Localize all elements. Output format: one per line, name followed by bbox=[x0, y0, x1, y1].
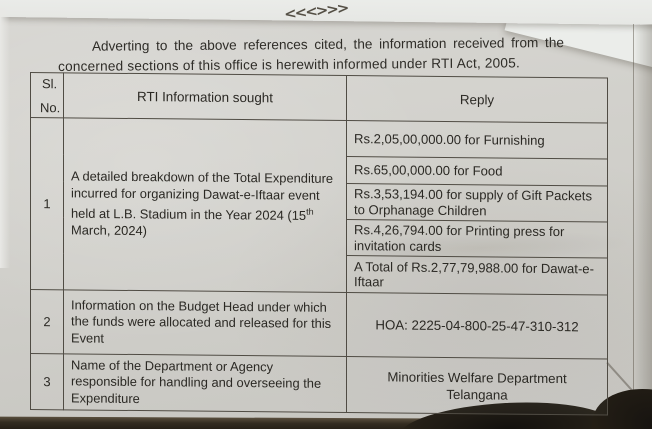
row2-number: 2 bbox=[30, 289, 64, 354]
header-sl-no: Sl. No. bbox=[30, 72, 64, 118]
header-sl-line1: Sl. bbox=[42, 75, 58, 91]
row3-question: Name of the Department or Agency respons… bbox=[63, 353, 347, 413]
row3-number: 3 bbox=[30, 353, 64, 410]
row1-number: 1 bbox=[30, 117, 64, 290]
paper-edge-right-shade bbox=[633, 24, 652, 429]
row1-reply-gift-packets: Rs.3,53,194.00 for supply of Gift Packet… bbox=[346, 183, 608, 223]
row3-reply-line1: Minorities Welfare Department bbox=[387, 368, 567, 386]
row1-question-ordinal: th bbox=[306, 206, 314, 218]
table-row: 1 A detailed breakdown of the Total Expe… bbox=[30, 117, 608, 293]
row3-reply-department: Minorities Welfare Department Telangana bbox=[346, 356, 608, 416]
row2-reply-hoa: HOA: 2225-04-800-25-47-310-312 bbox=[346, 292, 608, 360]
row1-reply-total: A Total of Rs.2,77,79,988.00 for Dawat-e… bbox=[346, 255, 608, 296]
table-row: 3 Name of the Department or Agency respo… bbox=[30, 353, 608, 416]
row3-reply-line2: Telangana bbox=[446, 386, 508, 403]
table-row: 2 Information on the Budget Head under w… bbox=[30, 289, 608, 360]
rti-table: Sl. No. RTI Information sought Reply 1 A… bbox=[30, 72, 608, 416]
row1-question-text: A detailed breakdown of the Total Expend… bbox=[71, 168, 334, 224]
intro-paragraph: Adverting to the above references cited,… bbox=[58, 33, 564, 77]
table-header-row: Sl. No. RTI Information sought Reply bbox=[30, 72, 608, 124]
header-sl-line2: No. bbox=[40, 99, 61, 115]
header-rti-information-sought: RTI Information sought bbox=[63, 72, 347, 121]
row1-question-text-end: March, 2024) bbox=[71, 222, 147, 239]
row1-question: A detailed breakdown of the Total Expend… bbox=[63, 117, 347, 293]
header-reply: Reply bbox=[346, 75, 608, 124]
paper-edge-left-highlight bbox=[0, 8, 10, 268]
row2-question: Information on the Budget Head under whi… bbox=[63, 289, 347, 357]
row1-reply-printing: Rs.4,26,794.00 for Printing press for in… bbox=[346, 219, 608, 259]
row1-reply-furnishing: Rs.2,05,00,000.00 for Furnishing bbox=[346, 120, 608, 160]
row1-reply-food: Rs.65,00,000.00 for Food bbox=[346, 156, 608, 187]
